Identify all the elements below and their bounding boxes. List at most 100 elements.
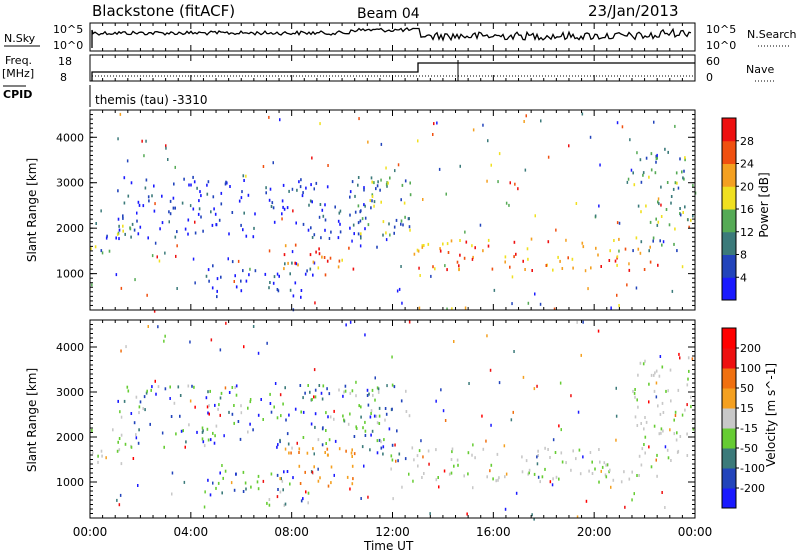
heatmap-cell <box>692 214 694 218</box>
heatmap-cell <box>313 452 315 456</box>
heatmap-cell <box>503 444 506 448</box>
heatmap-cell <box>202 229 204 233</box>
heatmap-cell <box>616 221 619 225</box>
heatmap-cell <box>343 390 345 394</box>
heatmap-cell <box>214 403 216 407</box>
x-tick-label: 20:00 <box>577 525 612 539</box>
heatmap-cell <box>655 154 657 158</box>
heatmap-cell <box>311 236 314 239</box>
heatmap-cell <box>553 307 556 311</box>
heatmap-cell <box>256 480 259 484</box>
heatmap-cell <box>288 189 290 193</box>
heatmap-cell <box>272 281 275 285</box>
heatmap-cell <box>388 222 390 226</box>
heatmap-cell <box>601 465 604 469</box>
heatmap-cell <box>206 427 209 431</box>
heatmap-cell <box>384 407 387 410</box>
heatmap-cell <box>224 182 227 186</box>
heatmap-cell <box>376 439 379 443</box>
heatmap-cell <box>526 247 529 251</box>
heatmap-cell <box>278 274 280 278</box>
heatmap-cell <box>344 384 347 388</box>
heatmap-cell <box>369 199 371 202</box>
heatmap-cell <box>368 392 370 396</box>
heatmap-cell <box>632 171 634 175</box>
heatmap-cell <box>218 218 221 222</box>
heatmap-cell <box>314 301 316 305</box>
heatmap-cell <box>95 222 97 225</box>
power-heatmap <box>90 112 697 313</box>
heatmap-cell <box>169 199 172 203</box>
heatmap-cell <box>262 165 265 168</box>
heatmap-cell <box>349 320 352 324</box>
heatmap-cell <box>487 139 489 143</box>
heatmap-cell <box>196 186 198 190</box>
heatmap-cell <box>351 482 354 486</box>
heatmap-cell <box>421 476 423 479</box>
heatmap-cell <box>238 199 241 203</box>
heatmap-cell <box>283 267 285 271</box>
heatmap-cell <box>327 484 330 488</box>
heatmap-cell <box>659 239 661 243</box>
heatmap-cell <box>605 475 608 479</box>
heatmap-cell <box>658 202 660 206</box>
heatmap-cell <box>239 437 242 441</box>
heatmap-cell <box>302 436 305 439</box>
heatmap-cell <box>681 413 684 417</box>
heatmap-cell <box>545 264 548 267</box>
heatmap-cell <box>264 272 267 276</box>
heatmap-cell <box>369 415 372 419</box>
heatmap-cell <box>193 385 195 389</box>
heatmap-cell <box>547 448 549 451</box>
heatmap-cell <box>401 485 403 489</box>
heatmap-cell <box>330 465 333 469</box>
heatmap-cell <box>269 392 271 396</box>
heatmap-cell <box>400 222 402 226</box>
heatmap-cell <box>91 428 93 432</box>
heatmap-cell <box>688 225 690 229</box>
heatmap-cell <box>498 152 501 156</box>
heatmap-cell <box>210 338 213 342</box>
heatmap-cell <box>349 412 351 416</box>
heatmap-cell <box>223 434 225 438</box>
heatmap-cell <box>610 306 612 310</box>
heatmap-cell <box>504 475 506 479</box>
y-tick-label: 4000 <box>56 131 84 144</box>
heatmap-cell <box>352 223 355 227</box>
heatmap-cell <box>539 480 541 484</box>
heatmap-cell <box>313 465 315 469</box>
heatmap-cell <box>458 264 460 268</box>
heatmap-cell <box>661 365 664 369</box>
heatmap-cell <box>408 472 410 476</box>
heatmap-cell <box>222 476 224 480</box>
heatmap-cell <box>216 295 218 299</box>
heatmap-cell <box>172 206 175 210</box>
heatmap-cell <box>373 204 375 208</box>
heatmap-cell <box>490 463 493 467</box>
heatmap-cell <box>669 368 672 372</box>
heatmap-cell <box>377 180 379 184</box>
heatmap-cell <box>359 210 361 214</box>
velocity-colorbar: 200 100 50 15 -15 -50 -100 -200 <box>721 327 765 509</box>
heatmap-cell <box>302 497 304 501</box>
heatmap-cell <box>279 477 281 481</box>
heatmap-cell <box>116 449 119 453</box>
heatmap-cell <box>116 232 119 236</box>
heatmap-cell <box>184 445 186 449</box>
heatmap-cell <box>555 475 558 479</box>
heatmap-cell <box>169 212 172 216</box>
heatmap-cell <box>463 256 466 260</box>
heatmap-cell <box>306 269 308 273</box>
heatmap-cell <box>686 403 688 407</box>
heatmap-cell <box>492 477 494 481</box>
heatmap-cell <box>136 219 138 223</box>
heatmap-cell <box>405 389 407 393</box>
heatmap-cell <box>262 479 265 483</box>
heatmap-cell <box>692 427 695 431</box>
heatmap-cell <box>561 460 564 464</box>
heatmap-cell <box>385 238 388 242</box>
heatmap-cell <box>498 381 501 385</box>
heatmap-cell <box>413 252 416 256</box>
heatmap-cell <box>361 445 364 449</box>
heatmap-cell <box>471 453 473 457</box>
